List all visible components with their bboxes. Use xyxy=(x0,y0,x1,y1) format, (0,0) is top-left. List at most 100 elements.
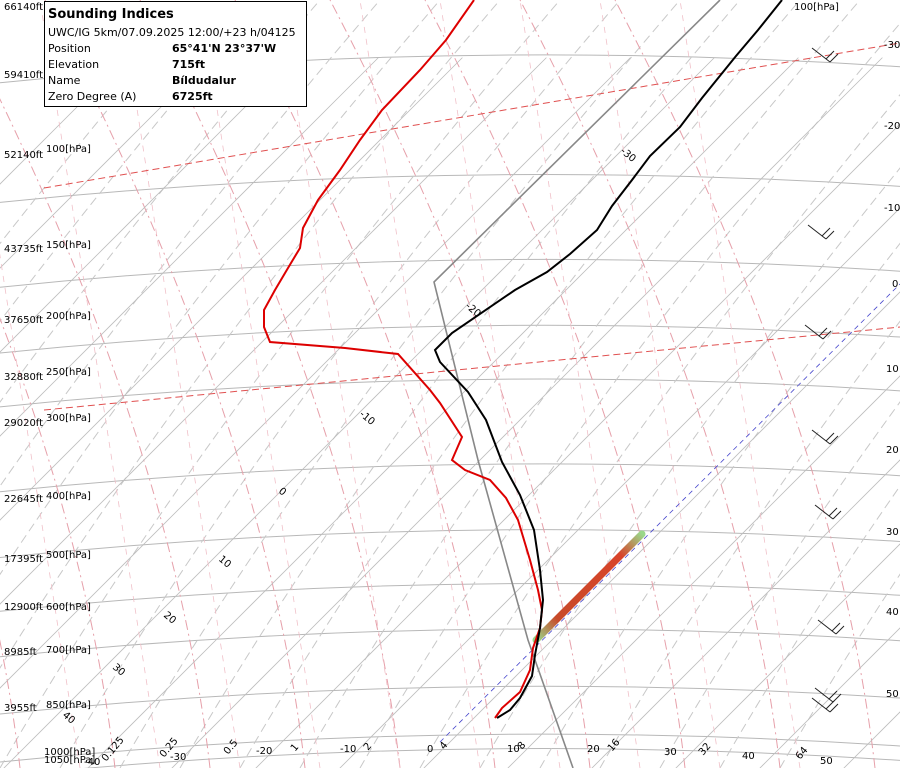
upper-reference-line xyxy=(43,42,900,189)
pressure-label: 600[hPa] xyxy=(46,602,91,613)
mixing-ratio-line xyxy=(0,253,81,768)
isotherm-line xyxy=(507,375,900,768)
altitude-label: 22645ft xyxy=(4,494,43,505)
mixing-ratio-label: 4 xyxy=(438,740,451,752)
wind-barb-flag xyxy=(825,50,835,60)
dry-adiabat-line xyxy=(0,0,441,576)
isotherm-line xyxy=(0,57,547,605)
mixing-ratio-lines xyxy=(0,0,801,768)
altitude-label: 3955ft xyxy=(4,703,37,714)
pressure-label: 500[hPa] xyxy=(46,550,91,561)
info-key: Name xyxy=(48,74,81,87)
wind-barb-staff xyxy=(814,504,834,520)
isobar-line xyxy=(0,685,900,715)
reference-lines xyxy=(43,42,900,743)
profile-lines xyxy=(263,0,783,768)
mixing-ratio-label: 8 xyxy=(516,740,529,752)
mixing-ratio-label: 64 xyxy=(794,745,811,762)
right-axis-label: -20 xyxy=(884,121,900,132)
moist-adiabat-line xyxy=(424,0,686,768)
moist-adiabat-line xyxy=(44,0,306,768)
isotherm-line xyxy=(87,57,799,768)
dry-adiabat-line xyxy=(479,167,900,768)
isotherm-line xyxy=(0,57,463,521)
info-row-position: Position 65°41'N 23°37'W xyxy=(48,41,306,57)
pressure-label: 1000[hPa] xyxy=(44,747,95,758)
info-key: Elevation xyxy=(48,58,100,71)
moist-adiabat-line xyxy=(0,317,116,768)
altitude-label: 8985ft xyxy=(4,647,37,658)
wind-barb-staff xyxy=(804,324,824,340)
bottom-axis-label: 10 xyxy=(507,744,520,755)
isobar-line xyxy=(0,324,900,354)
pressure-label: 700[hPa] xyxy=(46,645,91,656)
wind-barb-flag xyxy=(831,622,841,632)
isobar-line xyxy=(0,378,900,408)
isotherm-line xyxy=(675,543,900,768)
wind-barb-flag xyxy=(821,227,831,237)
dry-adiabat-line xyxy=(0,0,321,403)
wind-barb-staff xyxy=(811,47,831,63)
pressure-label: 1050[hPa] xyxy=(44,755,95,766)
isotherm-line xyxy=(591,459,900,768)
pressure-label: 850[hPa] xyxy=(46,700,91,711)
wind-barb-flag xyxy=(829,53,839,63)
right-axis-label: 40 xyxy=(886,607,899,618)
dry-adiabat-line xyxy=(419,94,900,768)
mixing-ratio-label: 0.125 xyxy=(100,735,127,764)
isotherm-line xyxy=(0,57,211,269)
lifted-index-line xyxy=(439,283,900,743)
info-row-name: Name Bíldudalur xyxy=(48,73,306,89)
pressure-label: 200[hPa] xyxy=(46,311,91,322)
moist-adiabat-lines xyxy=(0,0,876,768)
mixing-ratio-line xyxy=(199,0,321,768)
info-key: Position xyxy=(48,42,91,55)
mixing-ratio-line xyxy=(279,0,401,768)
info-value: 715ft xyxy=(172,58,206,71)
wind-barb-staff xyxy=(817,619,837,635)
wind-barb-flag xyxy=(825,230,835,240)
altitude-label: 32880ft xyxy=(4,372,43,383)
isotherm-line xyxy=(171,57,883,768)
wind-barb-flag xyxy=(829,435,839,445)
mixing-ratio-line xyxy=(519,0,641,768)
dry-adiabat-line xyxy=(599,320,900,768)
moist-adiabat-line xyxy=(0,98,211,768)
dry-adiabat-line xyxy=(299,0,861,768)
altitude-label: 66140ft xyxy=(4,2,43,13)
isobar-line xyxy=(0,529,900,559)
bottom-axis-label: -20 xyxy=(256,746,272,757)
altitude-label: 37650ft xyxy=(4,315,43,326)
sounding-info-box: Sounding Indices UWC/IG 5km/07.09.2025 1… xyxy=(44,1,307,107)
isotherm-line xyxy=(0,57,379,437)
wind-barb-flag xyxy=(835,625,845,635)
dewpoint-curve xyxy=(263,0,544,719)
isotherm-label: 10 xyxy=(216,554,233,571)
right-axis-label: 0 xyxy=(892,279,898,290)
isotherm-label: -20 xyxy=(463,301,483,320)
dry-adiabat-line xyxy=(179,0,741,768)
bottom-axis-label: -30 xyxy=(170,752,186,763)
mixing-ratio-line xyxy=(119,0,241,768)
right-axis-label: 50 xyxy=(886,689,899,700)
dry-adiabat-line xyxy=(539,242,900,768)
isotherm-line xyxy=(3,57,715,768)
isotherm-line xyxy=(843,711,900,768)
isotherm-line xyxy=(759,627,900,768)
altitude-label: 29020ft xyxy=(4,418,43,429)
pressure-label: 100[hPa] xyxy=(794,2,839,13)
altitude-label: 17395ft xyxy=(4,554,43,565)
wind-barb-staff xyxy=(814,687,834,703)
dry-adiabat-line xyxy=(0,0,381,487)
bottom-axis-label: 30 xyxy=(664,747,677,758)
bottom-axis-label: -10 xyxy=(340,744,356,755)
pressure-label: 100[hPa] xyxy=(46,144,91,155)
dry-adiabat-line xyxy=(0,0,501,669)
axis-labels: 66140ft 59410ft 52140ft 43735ft 37650ft 32880… xyxy=(4,2,900,768)
mixing-ratio-line xyxy=(39,0,161,768)
wind-barb-flag xyxy=(828,507,838,517)
parcel-curve xyxy=(433,0,721,768)
dry-adiabat-line xyxy=(119,0,681,768)
